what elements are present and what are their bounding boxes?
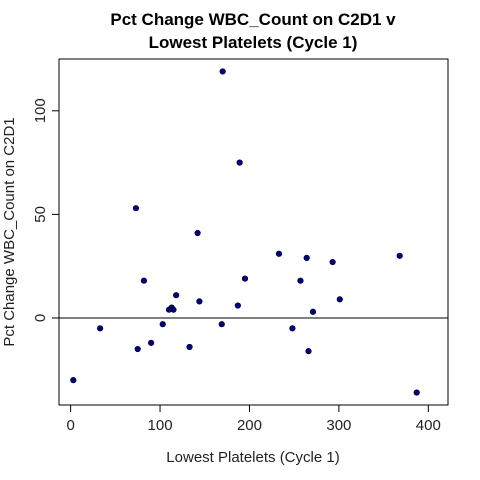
data-point bbox=[186, 343, 193, 351]
data-point bbox=[236, 159, 243, 166]
data-point bbox=[297, 277, 304, 284]
data-point bbox=[218, 321, 225, 328]
y-axis-label: Pct Change WBC_Count on C2D1 bbox=[1, 117, 18, 346]
data-point bbox=[336, 296, 343, 303]
x-tick-label: 100 bbox=[148, 417, 173, 434]
data-point bbox=[309, 308, 317, 315]
chart-title-line-2: Lowest Platelets (Cycle 1) bbox=[149, 33, 358, 52]
data-point bbox=[413, 389, 420, 396]
data-point bbox=[219, 68, 226, 75]
data-point bbox=[148, 339, 155, 346]
y-tick-label: 0 bbox=[32, 314, 49, 322]
x-tick-label: 0 bbox=[66, 417, 74, 434]
data-point bbox=[241, 275, 249, 282]
data-point bbox=[194, 229, 201, 237]
data-point bbox=[132, 205, 140, 212]
data-point bbox=[275, 250, 283, 257]
data-point bbox=[70, 377, 77, 384]
y-tick-label: 100 bbox=[32, 98, 49, 123]
data-point bbox=[170, 306, 177, 313]
data-point bbox=[234, 302, 241, 309]
data-point bbox=[303, 254, 310, 261]
data-point bbox=[134, 345, 141, 353]
data-point bbox=[173, 292, 180, 299]
x-tick-label: 200 bbox=[237, 417, 262, 434]
plot-frame bbox=[58, 58, 449, 406]
data-point bbox=[396, 252, 403, 259]
data-point bbox=[159, 321, 166, 328]
data-point bbox=[140, 277, 148, 284]
x-axis: 0 100 200 300 400 bbox=[66, 405, 441, 434]
y-tick-label: 50 bbox=[32, 206, 49, 223]
y-axis: 0 50 100 bbox=[32, 98, 59, 322]
data-point bbox=[329, 258, 336, 266]
data-points bbox=[70, 68, 420, 396]
x-axis-label: Lowest Platelets (Cycle 1) bbox=[166, 449, 339, 466]
data-point bbox=[289, 325, 296, 332]
chart-title-line-1: Pct Change WBC_Count on C2D1 v bbox=[110, 10, 396, 29]
data-point bbox=[97, 325, 104, 332]
x-tick-label: 300 bbox=[326, 417, 351, 434]
data-point bbox=[305, 348, 312, 355]
x-tick-label: 400 bbox=[416, 417, 441, 434]
data-point bbox=[196, 298, 203, 305]
